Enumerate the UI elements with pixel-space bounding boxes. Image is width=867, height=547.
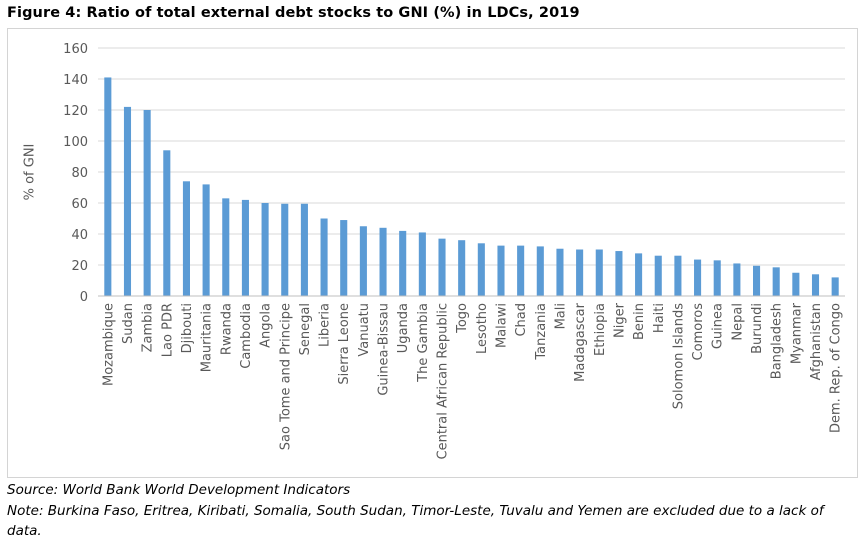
bar-guinea-bissau xyxy=(379,227,387,296)
bars xyxy=(104,77,839,297)
bar-liberia xyxy=(320,218,328,296)
x-tick-label: Guinea-Bissau xyxy=(377,303,392,396)
x-tick-label: Tanzania xyxy=(534,303,549,361)
y-tick-label: 0 xyxy=(80,290,88,305)
x-tick-label: Uganda xyxy=(396,303,411,353)
gridlines xyxy=(98,47,845,266)
x-tick-label: Lesotho xyxy=(475,303,490,354)
x-tick-label: Mauritania xyxy=(200,303,215,372)
x-tick-label: The Gambia xyxy=(416,303,431,383)
y-tick-label: 140 xyxy=(63,73,88,88)
x-tick-label: Guinea xyxy=(711,303,726,349)
bar-tanzania xyxy=(536,246,544,296)
bar-burundi xyxy=(753,265,761,296)
bar-myanmar xyxy=(792,272,800,296)
x-tick-label: Cambodia xyxy=(239,303,254,369)
x-tick-label: Lao PDR xyxy=(160,303,175,357)
x-tick-label: Comoros xyxy=(691,303,706,361)
x-tick-label: Solomon Islands xyxy=(671,303,686,409)
bar-uganda xyxy=(399,230,407,296)
x-tick-label: Angola xyxy=(259,303,274,348)
bar-mali xyxy=(556,248,564,296)
bar-niger xyxy=(615,251,623,296)
x-tick-label: Ethiopia xyxy=(593,303,608,356)
bar-angola xyxy=(261,203,269,296)
bar-benin xyxy=(635,253,643,296)
x-tick-label: Vanuatu xyxy=(357,303,372,357)
x-axis-labels: Mozambique Sudan Zambia Lao PDR Djibouti Maur… xyxy=(101,302,843,459)
bar-djibouti xyxy=(182,181,190,296)
bar-comoros xyxy=(694,259,702,296)
x-tick-label: Malawi xyxy=(494,303,509,348)
x-tick-label: Central African Republic xyxy=(436,303,451,459)
x-tick-label: Togo xyxy=(455,303,470,334)
x-tick-label: Rwanda xyxy=(219,303,234,355)
bar-ethiopia xyxy=(595,249,603,296)
bar-zambia xyxy=(143,110,151,296)
y-axis-ticks: 0 20 40 60 80 100 120 140 160 xyxy=(63,42,88,305)
y-axis-title: % of GNI xyxy=(22,143,38,201)
bar-sao-tome-and-principe xyxy=(281,203,289,296)
bar-malawi xyxy=(497,245,505,296)
bar-cambodia xyxy=(241,199,249,296)
y-tick-label: 80 xyxy=(71,166,88,181)
x-tick-label: Liberia xyxy=(318,303,333,347)
x-tick-label: Niger xyxy=(612,302,627,338)
x-tick-label: Zambia xyxy=(141,303,156,352)
bar-dem-rep-of-congo xyxy=(831,277,839,296)
y-tick-label: 40 xyxy=(71,228,88,243)
bar-chart: 0 20 40 60 80 100 120 140 160 Mozambique Sudan Zam… xyxy=(63,42,845,459)
bar-guinea xyxy=(713,260,721,296)
x-tick-label: Mozambique xyxy=(101,303,116,386)
x-tick-label: Chad xyxy=(514,303,529,337)
x-tick-label: Benin xyxy=(632,303,647,340)
exclusion-note: Note: Burkina Faso, Eritrea, Kiribati, S… xyxy=(7,503,824,539)
bar-senegal xyxy=(300,203,308,296)
bar-nepal xyxy=(733,263,741,296)
bar-vanuatu xyxy=(359,226,367,296)
y-tick-label: 100 xyxy=(63,135,88,150)
figure-title: Figure 4: Ratio of total external debt s… xyxy=(7,5,580,21)
bar-central-african-republic xyxy=(438,238,446,296)
bar-afghanistan xyxy=(811,274,820,296)
x-tick-label: Madagascar xyxy=(573,302,588,382)
bar-togo xyxy=(458,240,466,296)
bar-bangladesh xyxy=(772,267,780,296)
bar-lesotho xyxy=(477,243,485,296)
y-tick-label: 20 xyxy=(71,259,88,274)
bar-the-gambia xyxy=(418,232,426,296)
x-tick-label: Sudan xyxy=(121,303,136,344)
x-tick-label: Afghanistan xyxy=(809,303,824,380)
x-tick-label: Djibouti xyxy=(180,303,195,353)
bar-madagascar xyxy=(576,249,584,296)
bar-solomon-islands xyxy=(674,255,682,296)
x-tick-label: Sao Tome and Principe xyxy=(278,303,293,450)
bar-sierra-leone xyxy=(340,220,348,296)
x-tick-label: Haiti xyxy=(652,303,667,333)
y-tick-label: 120 xyxy=(63,104,88,119)
source-note: Source: World Bank World Development Ind… xyxy=(7,482,351,498)
bar-mozambique xyxy=(104,77,112,296)
y-tick-label: 160 xyxy=(63,42,88,57)
bar-mauritania xyxy=(202,184,210,296)
bar-lao-pdr xyxy=(163,150,171,296)
x-tick-label: Mali xyxy=(553,303,568,329)
x-tick-label: Senegal xyxy=(298,303,313,355)
x-tick-label: Myanmar xyxy=(789,302,804,364)
x-tick-label: Nepal xyxy=(730,303,745,341)
x-tick-label: Sierra Leone xyxy=(337,303,352,385)
bar-sudan xyxy=(123,106,132,297)
y-tick-label: 60 xyxy=(71,197,88,212)
bar-rwanda xyxy=(222,198,230,296)
bar-haiti xyxy=(654,255,662,296)
x-tick-label: Dem. Rep. of Congo xyxy=(829,303,844,433)
x-tick-label: Bangladesh xyxy=(770,303,785,379)
x-tick-label: Burundi xyxy=(750,303,765,354)
bar-chad xyxy=(517,245,525,296)
